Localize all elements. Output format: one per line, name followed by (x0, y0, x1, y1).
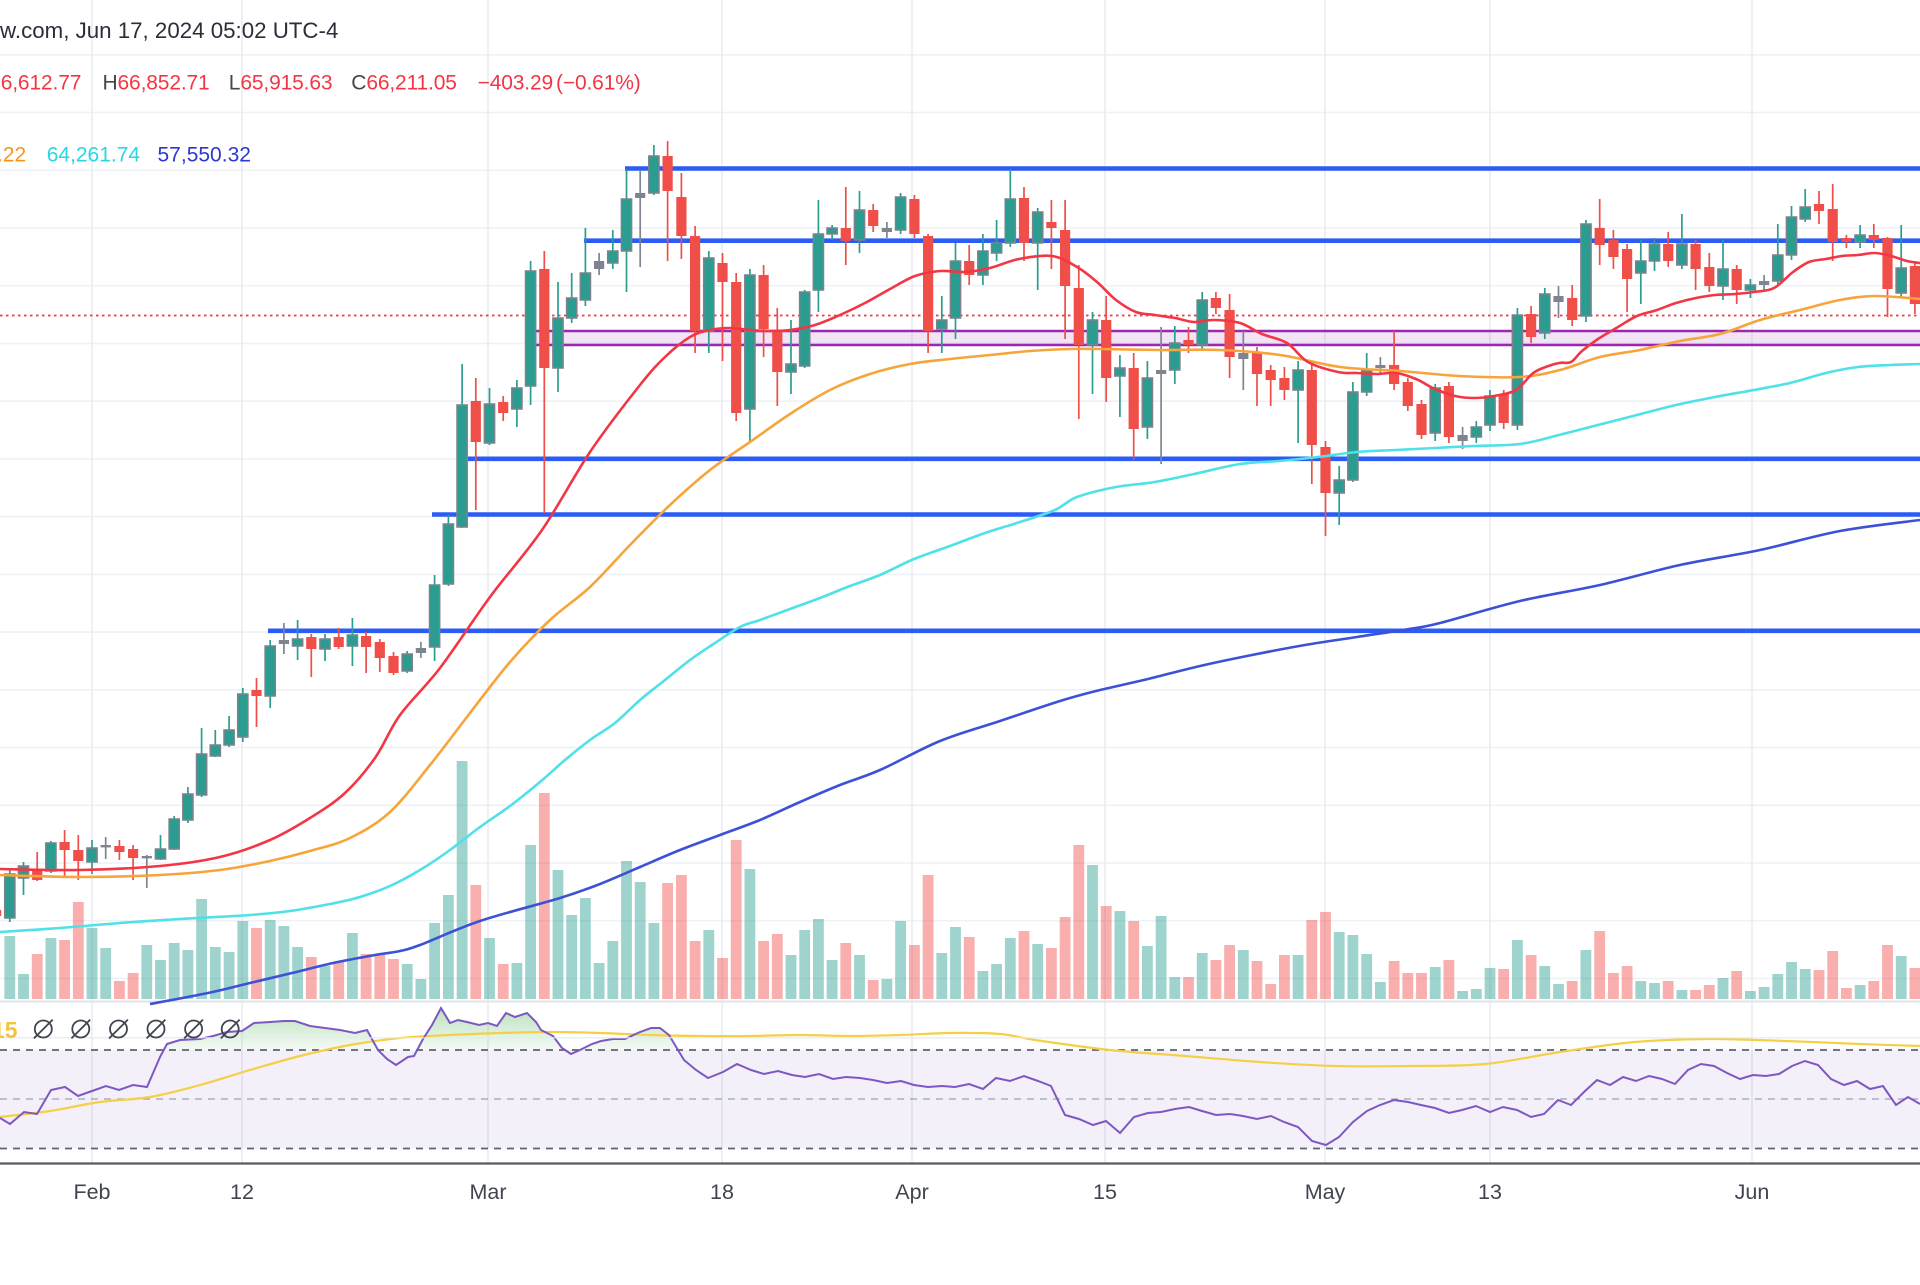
svg-text:18: 18 (710, 1180, 734, 1204)
svg-text:Feb: Feb (73, 1180, 110, 1204)
svg-text:15: 15 (0, 1017, 18, 1043)
svg-text:Jun: Jun (1735, 1180, 1770, 1204)
svg-text:13: 13 (1478, 1180, 1502, 1204)
svg-text:Mar: Mar (469, 1180, 506, 1204)
svg-text:May: May (1305, 1180, 1346, 1204)
svg-text:w.com, Jun 17, 2024 05:02 UTC-: w.com, Jun 17, 2024 05:02 UTC-4 (0, 18, 338, 43)
svg-text:Apr: Apr (895, 1180, 928, 1204)
svg-text:15: 15 (1093, 1180, 1117, 1204)
svg-text:12: 12 (230, 1180, 254, 1204)
